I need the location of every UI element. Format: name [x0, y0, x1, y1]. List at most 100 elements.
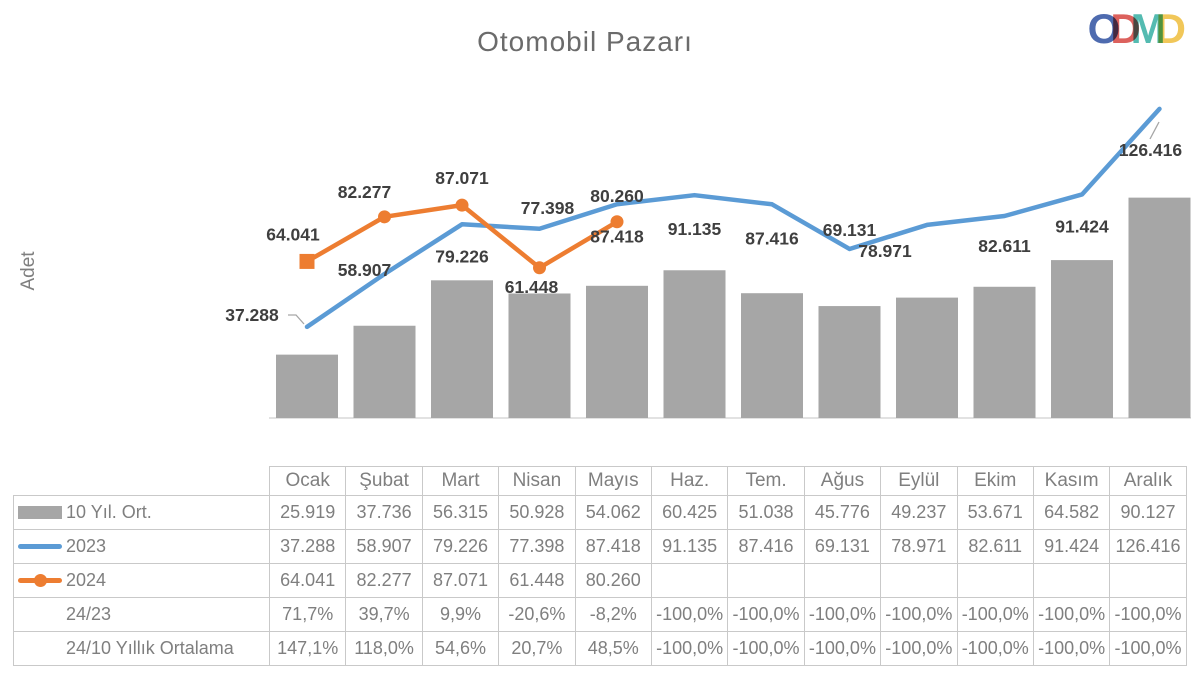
bar-Ocak: [276, 354, 338, 418]
automobile-market-combo-chart: Adet 37.288 58.907 79.226 77.398 87.418 91.135…: [18, 106, 1191, 419]
y-axis-title: Adet: [18, 251, 39, 291]
bar-Mart: [431, 280, 493, 418]
logo-letter-2: M: [1130, 5, 1166, 52]
table-corner-cell: [13, 466, 270, 496]
leader-line-aralik: [1149, 121, 1160, 140]
table-cell-2023-Mart: 79.226: [421, 529, 500, 564]
marker-2024-Nisan: [533, 261, 546, 275]
row-label-cell: 24/10 Yıllık Ortalama: [13, 631, 270, 666]
marker-2024-Ocak: [299, 253, 315, 269]
table-cell-10-y-l-ort--Mart: 56.315: [421, 495, 500, 530]
column-header-Mayıs: Mayıs: [574, 466, 652, 496]
table-cell-2024-Mart: 87.071: [421, 563, 500, 598]
table-cell-24-10-y-ll-k-ortalama-Tem.: -100,0%: [727, 631, 805, 666]
marker-2024-Mart: [455, 198, 469, 212]
table-cell-10-y-l-ort--Ocak: 25.919: [268, 495, 347, 530]
label-2023-Kasım: 91.424: [1055, 216, 1109, 236]
table-cell-24-23-Mart: 9,9%: [421, 597, 500, 632]
label-2023-Nisan: 77.398: [521, 198, 575, 218]
label-2023-Aralık: 126.416: [1119, 140, 1183, 160]
legend-swatch-2024: [18, 565, 66, 597]
legend-swatch-empty: [18, 633, 66, 665]
legend-swatch-bar: [18, 497, 66, 529]
column-header-Eylül: Eylül: [880, 466, 958, 496]
logo-letter-1: D: [1110, 5, 1141, 52]
odmd-logo: ODMD: [1088, 8, 1186, 50]
table-cell-10-y-l-ort--Eylül: 49.237: [880, 495, 958, 530]
table-cell-2024-Ağus: [803, 563, 882, 598]
table-cell-2023-Ocak: 37.288: [268, 529, 347, 564]
logo-letter-3: D: [1155, 5, 1186, 52]
table-cell-10-y-l-ort--Kasım: 64.582: [1032, 495, 1111, 530]
data-table: Ocak Şubat Mart Nisan Mayıs Haz. Tem. Ağus Eylül…: [13, 466, 1187, 666]
bar-Ağus: [818, 306, 881, 418]
table-cell-24-23-Eylül: -100,0%: [880, 597, 958, 632]
table-row-10-y-l-ort-: 10 Yıl. Ort. 25.919 37.736 56.315 50.928 54.0…: [13, 495, 1187, 530]
table-cell-2024-Ekim: [956, 563, 1034, 598]
row-label-cell: 24/23: [13, 597, 270, 632]
label-2023-Ağus: 69.131: [823, 220, 877, 240]
table-row-2023: 2023 37.288 58.907 79.226 77.398 87.418 91.135…: [13, 529, 1187, 564]
table-cell-2024-Haz.: [650, 563, 729, 598]
column-header-Ekim: Ekim: [956, 466, 1034, 496]
table-cell-2023-Kasım: 91.424: [1032, 529, 1111, 564]
table-row-24-10-y-ll-k-ortalama: 24/10 Yıllık Ortalama 147,1% 118,0% 54,6% 20…: [13, 631, 1187, 666]
label-2023-Haz.: 91.135: [668, 219, 722, 239]
column-header-Şubat: Şubat: [345, 466, 423, 496]
table-cell-24-10-y-ll-k-ortalama-Ağus: -100,0%: [803, 631, 882, 666]
table-cell-10-y-l-ort--Aralık: 90.127: [1109, 495, 1187, 530]
label-2023-Şubat: 58.907: [338, 260, 392, 280]
table-cell-2023-Şubat: 58.907: [345, 529, 423, 564]
label-2023-Eylül: 78.971: [858, 241, 912, 261]
table-cell-24-10-y-ll-k-ortalama-Ocak: 147,1%: [268, 631, 347, 666]
column-header-Ocak: Ocak: [268, 466, 347, 496]
table-cell-24-10-y-ll-k-ortalama-Aralık: -100,0%: [1109, 631, 1187, 666]
table-cell-2024-Nisan: 61.448: [498, 563, 576, 598]
column-header-Mart: Mart: [421, 466, 500, 496]
table-cell-10-y-l-ort--Haz.: 60.425: [650, 495, 729, 530]
table-cell-2024-Aralık: [1109, 563, 1187, 598]
table-cell-2024-Ocak: 64.041: [268, 563, 347, 598]
label-2023-Ekim: 82.611: [978, 236, 1031, 256]
table-cell-24-10-y-ll-k-ortalama-Eylül: -100,0%: [880, 631, 958, 666]
table-cell-24-23-Tem.: -100,0%: [727, 597, 805, 632]
row-label-cell: 2023: [13, 529, 270, 564]
chart-title: Otomobil Pazarı: [477, 26, 693, 57]
label-2023-Mart: 79.226: [435, 246, 489, 266]
table-cell-24-23-Şubat: 39,7%: [345, 597, 423, 632]
table-header-row: Ocak Şubat Mart Nisan Mayıs Haz. Tem. Ağus Eylül…: [13, 466, 1187, 496]
legend-swatch-empty: [18, 599, 66, 631]
line-swatch-icon: [18, 544, 62, 549]
table-cell-24-10-y-ll-k-ortalama-Ekim: -100,0%: [956, 631, 1034, 666]
column-header-Tem.: Tem.: [727, 466, 805, 496]
bar-Ekim: [973, 286, 1036, 418]
table-cell-24-10-y-ll-k-ortalama-Haz.: -100,0%: [650, 631, 729, 666]
bar-Nisan: [508, 293, 571, 418]
label-2024-Mart: 87.071: [435, 168, 489, 188]
table-cell-10-y-l-ort--Ağus: 45.776: [803, 495, 882, 530]
table-cell-10-y-l-ort--Tem.: 51.038: [727, 495, 805, 530]
row-label-cell: 2024: [13, 563, 270, 598]
table-cell-24-23-Aralık: -100,0%: [1109, 597, 1187, 632]
row-label: 24/10 Yıllık Ortalama: [66, 638, 234, 658]
table-cell-2024-Kasım: [1032, 563, 1111, 598]
table-cell-2023-Haz.: 91.135: [650, 529, 729, 564]
bar-swatch-icon: [18, 506, 62, 519]
table-cell-2024-Tem.: [727, 563, 805, 598]
table-cell-24-23-Mayıs: -8,2%: [574, 597, 652, 632]
table-cell-24-23-Nisan: -20,6%: [498, 597, 576, 632]
table-cell-2023-Aralık: 126.416: [1109, 529, 1187, 564]
bar-Mayıs: [586, 285, 648, 418]
label-2023-Tem.: 87.416: [745, 228, 799, 248]
table-cell-24-23-Ocak: 71,7%: [268, 597, 347, 632]
table-cell-24-10-y-ll-k-ortalama-Mart: 54,6%: [421, 631, 500, 666]
table-cell-10-y-l-ort--Nisan: 50.928: [498, 495, 576, 530]
table-cell-24-10-y-ll-k-ortalama-Kasım: -100,0%: [1032, 631, 1111, 666]
column-header-Ağus: Ağus: [803, 466, 882, 496]
label-2024-Nisan: 61.448: [505, 277, 559, 297]
label-2024-Mayıs: 80.260: [590, 186, 644, 206]
label-2023-Ocak: 37.288: [225, 305, 279, 325]
table-cell-10-y-l-ort--Şubat: 37.736: [345, 495, 423, 530]
table-cell-24-23-Ekim: -100,0%: [956, 597, 1034, 632]
